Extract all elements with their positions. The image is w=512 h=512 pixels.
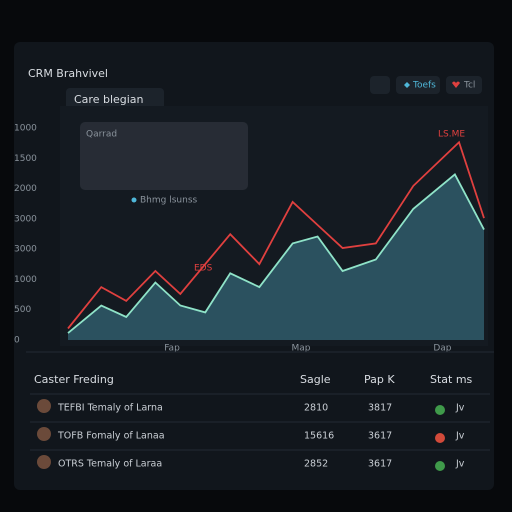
y-tick-label: 3000 xyxy=(14,245,37,255)
button-label: Tcl xyxy=(463,81,475,91)
column-header: Stat ms xyxy=(430,373,473,386)
cell: Jv xyxy=(455,403,465,414)
y-tick-label: 3000 xyxy=(14,214,37,224)
overlay-panel xyxy=(80,122,248,190)
avatar xyxy=(37,399,51,413)
column-header: Sagle xyxy=(300,373,331,386)
status-icon xyxy=(435,405,445,415)
cell: 15616 xyxy=(304,431,334,442)
cell: 3617 xyxy=(368,459,392,470)
series-line xyxy=(67,140,485,330)
cell: 2810 xyxy=(304,403,328,414)
annotation: EDS xyxy=(194,264,213,274)
app-title: CRM Brahvivel xyxy=(28,67,108,80)
avatar xyxy=(37,427,51,441)
avatar xyxy=(37,455,51,469)
cell: Jv xyxy=(455,459,465,470)
legend-dot xyxy=(131,197,137,203)
button-label: Toefs xyxy=(412,81,436,91)
status-icon xyxy=(435,461,445,471)
button[interactable] xyxy=(396,76,440,94)
button[interactable] xyxy=(446,76,482,94)
y-tick-label: 500 xyxy=(14,305,31,315)
cell: 2852 xyxy=(304,459,328,470)
y-tick-label: 1000 xyxy=(14,124,37,134)
y-tick-label: 1000 xyxy=(14,275,37,285)
annotation: LS.ME xyxy=(438,130,465,140)
table: Caster Freding Sagle Pap K Stat ms TEFBI Tem… xyxy=(30,373,490,471)
heart-icon xyxy=(452,81,460,88)
panel-title: Qarrad xyxy=(86,130,117,140)
series-line xyxy=(67,172,485,334)
cell: 3617 xyxy=(368,431,392,442)
x-tick-label: Dap xyxy=(433,344,451,354)
status-icon xyxy=(435,433,445,443)
icon-button[interactable] xyxy=(370,76,390,94)
cell: 3817 xyxy=(368,403,392,414)
chart: 1000 1500 2000 3000 3000 1000 500 0 Fap Map Dap EDS… xyxy=(14,124,485,354)
y-tick-label: 0 xyxy=(14,336,20,346)
x-tick-label: Fap xyxy=(164,344,180,354)
cell: TOFB Fomaly of Lanaa xyxy=(57,431,165,442)
legend-note: Bhmg lsunss xyxy=(140,196,198,206)
cell: TEFBI Temaly of Larna xyxy=(57,403,163,414)
search-text: Care blegian xyxy=(74,93,144,106)
column-header: Caster Freding xyxy=(34,373,114,386)
cell: Jv xyxy=(455,431,465,442)
y-tick-label: 1500 xyxy=(14,154,37,164)
x-tick-label: Map xyxy=(291,344,310,354)
y-tick-label: 2000 xyxy=(14,184,37,194)
column-header: Pap K xyxy=(364,373,395,386)
cell: OTRS Temaly of Laraa xyxy=(58,459,162,470)
diamond-icon xyxy=(404,82,410,88)
